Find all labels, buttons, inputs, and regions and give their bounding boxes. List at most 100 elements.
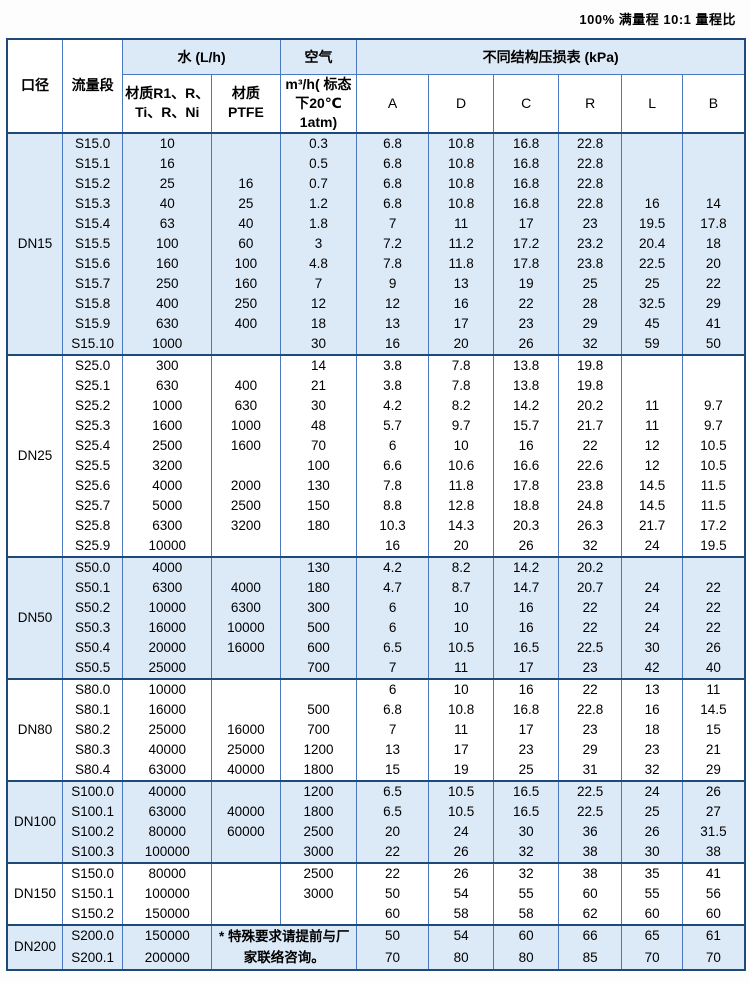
loss-cell-r: 20.7 <box>557 577 623 598</box>
flow-segment-cell: S25.7 <box>61 495 124 516</box>
loss-cell-a: 15 <box>356 759 429 781</box>
header-row-groups: 口径 流量段 水 (L/h) 空气 不同结构压损表 (kPa) <box>6 38 746 134</box>
loss-cell-d: 20 <box>427 535 495 557</box>
flow-segment-cell: S80.0 <box>61 677 124 700</box>
loss-cell-c: 25 <box>493 759 559 781</box>
loss-cell-r: 23.8 <box>557 253 623 274</box>
loss-cell-r: 31 <box>557 759 623 781</box>
air-flow-cell: 180 <box>279 577 358 598</box>
loss-cell-r: 24.8 <box>557 495 623 516</box>
loss-cell-c: 23 <box>493 313 559 334</box>
header-loss-col-b: B <box>681 73 746 134</box>
water-flow-cell: 40000 <box>122 739 213 760</box>
loss-cell-b: 27 <box>681 801 746 822</box>
loss-cell-a: 6 <box>356 435 429 456</box>
loss-cell-d: 11.8 <box>427 475 495 496</box>
header-loss-col-a: A <box>356 73 429 134</box>
flow-segment-cell: S25.6 <box>61 475 124 496</box>
flow-segment-cell: S25.9 <box>61 535 124 557</box>
flow-segment-cell: S25.0 <box>61 353 124 376</box>
air-flow-cell: 12 <box>279 293 358 314</box>
loss-cell-r: 22 <box>557 617 623 638</box>
loss-cell-b <box>681 153 746 174</box>
range-ratio-note: 100% 满量程 10:1 量程比 <box>579 12 736 27</box>
flow-segment-cell: S50.5 <box>61 657 124 679</box>
loss-cell-r: 22.8 <box>557 131 623 154</box>
loss-cell-r: 20.2 <box>557 555 623 578</box>
ptfe-flow-cell: 4000 <box>211 577 281 598</box>
air-flow-cell: 0.3 <box>279 131 358 154</box>
air-flow-cell: 500 <box>279 699 358 720</box>
water-flow-cell: 16 <box>122 153 213 174</box>
loss-cell-r: 36 <box>557 821 623 842</box>
loss-cell-b: 22 <box>681 617 746 638</box>
water-flow-cell: 10000 <box>122 677 213 700</box>
loss-cell-a: 6.5 <box>356 779 429 802</box>
diameter-cell: DN100 <box>6 779 63 863</box>
loss-cell-l: 59 <box>621 333 683 355</box>
air-flow-cell: 4.8 <box>279 253 358 274</box>
table-row: S15.8 400 250 12 12 16 22 28 32.5 29 <box>7 293 746 314</box>
table-row: S25.2 1000 630 30 4.2 8.2 14.2 20.2 11 9.7 <box>7 395 746 416</box>
loss-cell-b: 11.5 <box>681 475 746 496</box>
loss-cell-l: 24 <box>621 577 683 598</box>
ptfe-flow-cell <box>211 699 281 720</box>
loss-cell-d: 8.2 <box>427 555 495 578</box>
loss-cell-d: 11 <box>427 213 495 234</box>
loss-cell-l <box>621 153 683 174</box>
loss-cell-d: 58 <box>427 903 495 925</box>
flow-segment-cell: S150.1 <box>61 883 124 904</box>
loss-cell-a: 50 <box>356 923 429 948</box>
table-row: DN25 S25.0 300 14 3.8 7.8 13.8 19.8 <box>6 353 746 557</box>
loss-cell-c: 55 <box>493 883 559 904</box>
flow-segment-cell: S15.2 <box>61 173 124 194</box>
loss-cell-a: 50 <box>356 883 429 904</box>
loss-cell-c: 13.8 <box>493 353 559 376</box>
header-air-group: 空气 <box>279 38 358 75</box>
water-flow-cell: 1000 <box>122 333 213 355</box>
ptfe-flow-cell <box>211 861 281 884</box>
air-flow-cell: 14 <box>279 353 358 376</box>
loss-cell-a: 70 <box>356 947 429 970</box>
ptfe-flow-cell <box>211 779 281 802</box>
loss-cell-c: 16.5 <box>493 779 559 802</box>
ptfe-flow-cell: 10000 <box>211 617 281 638</box>
water-flow-cell: 25 <box>122 173 213 194</box>
loss-cell-b: 17.2 <box>681 515 746 536</box>
loss-cell-a: 6 <box>356 617 429 638</box>
loss-cell-a: 6.8 <box>356 131 429 154</box>
loss-cell-c: 16.8 <box>493 131 559 154</box>
air-flow-cell: 1800 <box>279 801 358 822</box>
loss-cell-l: 11 <box>621 395 683 416</box>
special-request-note-cell: * 特殊要求请提前与厂家联络咨询。 <box>211 923 358 970</box>
flow-segment-cell: S15.10 <box>61 333 124 355</box>
loss-cell-c: 16 <box>493 597 559 618</box>
loss-cell-l: 45 <box>621 313 683 334</box>
table-row: S25.6 4000 2000 130 7.8 11.8 17.8 23.8 14.5 11.5 <box>7 475 746 496</box>
loss-cell-d: 17 <box>427 313 495 334</box>
table-row: S100.3 100000 3000 22 26 32 38 30 38 <box>7 841 746 863</box>
loss-cell-a: 7.8 <box>356 253 429 274</box>
loss-cell-b: 22 <box>681 597 746 618</box>
air-flow-cell: 0.7 <box>279 173 358 194</box>
loss-cell-d: 11.8 <box>427 253 495 274</box>
water-flow-cell: 200000 <box>122 947 213 970</box>
air-flow-cell: 700 <box>279 657 358 679</box>
flow-segment-cell: S200.1 <box>61 947 124 970</box>
loss-cell-b: 22 <box>681 577 746 598</box>
loss-cell-a: 9 <box>356 273 429 294</box>
loss-cell-r: 38 <box>557 861 623 884</box>
loss-cell-d: 8.2 <box>427 395 495 416</box>
water-flow-cell: 6300 <box>122 577 213 598</box>
water-flow-cell: 1000 <box>122 395 213 416</box>
loss-cell-l: 25 <box>621 801 683 822</box>
loss-cell-b: 61 <box>681 923 746 948</box>
ptfe-flow-cell: 2000 <box>211 475 281 496</box>
ptfe-flow-cell: 3200 <box>211 515 281 536</box>
loss-cell-d: 10.8 <box>427 153 495 174</box>
loss-cell-d: 11 <box>427 657 495 679</box>
loss-cell-a: 13 <box>356 313 429 334</box>
loss-cell-d: 11.2 <box>427 233 495 254</box>
header-air-conditions: m³/h( 标态下20℃ 1atm) <box>279 73 358 134</box>
table-row: S15.10 1000 30 16 20 26 32 59 50 <box>7 333 746 355</box>
